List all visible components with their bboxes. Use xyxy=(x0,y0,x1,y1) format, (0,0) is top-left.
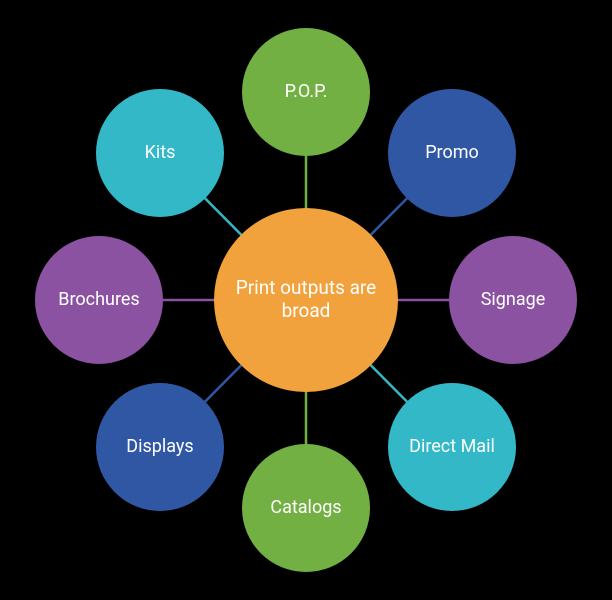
node-promo: Promo xyxy=(388,89,516,217)
node-signage-label: Signage xyxy=(481,289,546,311)
center-node-label: Print outputs are broad xyxy=(222,277,390,323)
node-pop: P.O.P. xyxy=(242,28,370,156)
node-directmail: Direct Mail xyxy=(388,383,516,511)
node-pop-label: P.O.P. xyxy=(285,81,328,103)
node-promo-label: Promo xyxy=(425,142,479,164)
diagram-canvas: Print outputs are broad P.O.P. Promo Sig… xyxy=(0,0,612,600)
center-node: Print outputs are broad xyxy=(214,208,398,392)
node-signage: Signage xyxy=(449,236,577,364)
node-brochures: Brochures xyxy=(35,236,163,364)
node-brochures-label: Brochures xyxy=(58,289,139,311)
node-catalogs-label: Catalogs xyxy=(270,497,341,519)
node-kits-label: Kits xyxy=(145,142,176,164)
node-catalogs: Catalogs xyxy=(242,444,370,572)
node-displays-label: Displays xyxy=(126,436,193,458)
node-directmail-label: Direct Mail xyxy=(409,436,495,458)
node-displays: Displays xyxy=(96,383,224,511)
node-kits: Kits xyxy=(96,89,224,217)
